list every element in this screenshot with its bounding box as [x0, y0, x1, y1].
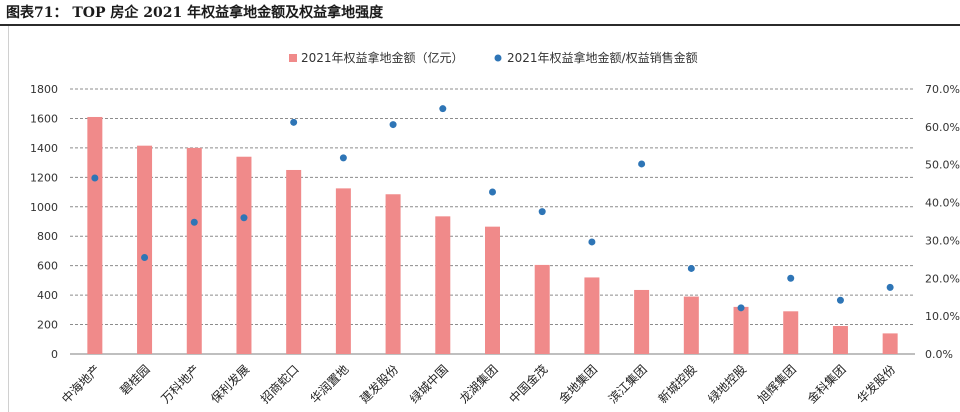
right-axis-tick: 70.0%: [925, 83, 960, 96]
ratio-dot: [240, 214, 248, 222]
bar: [584, 277, 600, 354]
bar: [733, 306, 749, 354]
category-label: 滨江集团: [605, 362, 650, 407]
bar-series: [87, 116, 898, 354]
left-axis-tick: 800: [37, 230, 58, 243]
bar: [236, 156, 252, 354]
category-label: 建发股份: [357, 362, 402, 407]
ratio-dot: [737, 304, 745, 312]
left-axis-ticks: 0 200 400 600 800 1000 1200 1400 1600 1800: [30, 83, 58, 361]
right-axis-tick: 40.0%: [925, 197, 960, 210]
category-label: 万科地产: [159, 362, 203, 406]
left-axis-tick: 1800: [30, 83, 58, 96]
right-axis-tick: 0.0%: [925, 348, 953, 361]
bar: [832, 326, 848, 354]
bar: [385, 194, 401, 354]
right-axis-tick: 10.0%: [925, 310, 960, 323]
category-label: 中海地产: [58, 362, 103, 407]
legend-dot-swatch: [494, 54, 502, 62]
right-axis-tick: 30.0%: [925, 234, 960, 247]
ratio-dot: [339, 154, 347, 162]
ratio-dot: [588, 238, 596, 246]
ratio-dot: [190, 218, 198, 226]
bar: [87, 116, 103, 354]
left-border: [8, 26, 9, 412]
category-label: 华发股份: [854, 362, 899, 407]
category-label: 金地集团: [555, 362, 600, 407]
category-label: 华润置地: [308, 362, 352, 406]
category-label: 龙湖集团: [456, 362, 501, 407]
title-rule: [0, 24, 960, 26]
category-label: 金科集团: [804, 362, 849, 407]
legend-bar-label: 2021年权益拿地金额（亿元）: [301, 50, 464, 65]
category-label: 中国金茂: [506, 362, 551, 407]
ratio-dot: [91, 174, 99, 182]
figure-title: 图表71： TOP 房企 2021 年权益拿地金额及权益拿地强度: [6, 5, 384, 21]
legend-dot-label: 2021年权益拿地金额/权益销售金额: [507, 50, 698, 65]
left-axis-tick: 0: [51, 348, 58, 361]
ratio-dot: [141, 253, 149, 261]
left-axis-tick: 1600: [30, 112, 58, 125]
category-label: 绿城中国: [406, 362, 451, 407]
ratio-dot: [538, 208, 546, 216]
ratio-dot: [787, 274, 795, 282]
left-axis-tick: 1200: [30, 171, 58, 184]
category-label: 招商蛇口: [257, 362, 302, 407]
ratio-dot: [687, 264, 695, 272]
bar: [485, 226, 500, 354]
category-label: 碧桂园: [117, 362, 153, 398]
bar: [534, 264, 550, 354]
left-axis-tick: 1000: [30, 201, 58, 214]
bar: [435, 216, 451, 354]
ratio-dot: [389, 121, 397, 129]
ratio-dot: [638, 160, 646, 168]
bar: [186, 147, 202, 354]
bar: [683, 296, 699, 354]
left-axis-tick: 400: [37, 289, 58, 302]
ratio-dot: [886, 283, 894, 291]
bar: [882, 333, 898, 354]
category-label: 保利发展: [208, 362, 253, 407]
right-axis-tick: 20.0%: [925, 272, 960, 285]
category-label: 旭辉集团: [754, 362, 799, 407]
right-axis-tick: 50.0%: [925, 159, 960, 172]
bar: [286, 169, 302, 354]
ratio-dot: [836, 296, 844, 304]
category-label: 绿地控股: [705, 362, 750, 407]
right-axis-tick: 60.0%: [925, 121, 960, 134]
left-axis-tick: 1400: [30, 142, 58, 155]
right-axis-ticks: 0.0% 10.0% 20.0% 30.0% 40.0% 50.0% 60.0% 70.0%: [925, 83, 960, 361]
left-axis-tick: 200: [37, 319, 58, 332]
bar: [783, 311, 799, 354]
left-axis-tick: 600: [37, 260, 58, 273]
legend-bar-swatch: [289, 54, 297, 62]
bar: [335, 188, 351, 354]
bar: [137, 145, 153, 354]
dot-series: [91, 105, 894, 312]
ratio-dot: [439, 105, 447, 113]
legend: 2021年权益拿地金额（亿元） 2021年权益拿地金额/权益销售金额: [289, 50, 698, 65]
bar: [634, 289, 650, 354]
category-label: 新城控股: [655, 362, 700, 407]
category-labels: 中海地产 碧桂园 万科地产 保利发展 招商蛇口 华润置地 建发股份 绿城中国 龙湖集团 中国金茂金…: [58, 362, 898, 407]
ratio-dot: [290, 118, 298, 126]
ratio-dot: [489, 188, 496, 196]
